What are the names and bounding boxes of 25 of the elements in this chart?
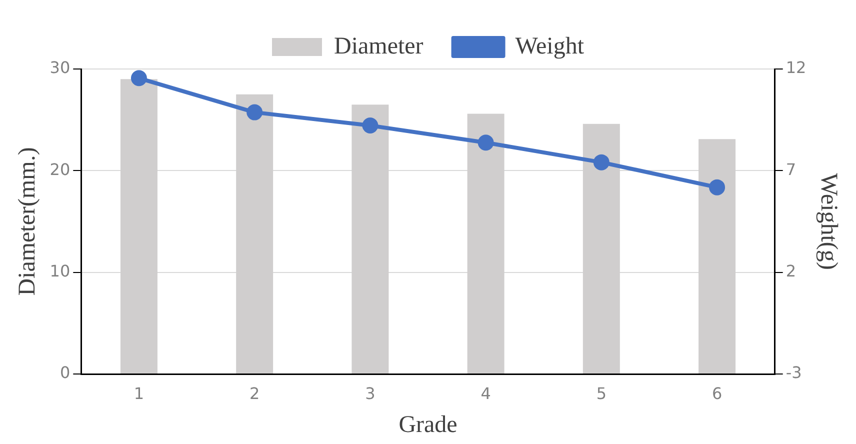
x-tick-label: 3	[365, 384, 376, 403]
point	[130, 70, 147, 86]
y2-tick-label: 12	[786, 58, 806, 78]
x-tick-label: 5	[596, 384, 607, 403]
y-tick-label: 30	[50, 58, 70, 78]
x-tick-label: 4	[480, 384, 491, 403]
point	[246, 104, 263, 120]
y2-tick-label: 2	[786, 261, 796, 280]
y-tick-label: 0	[60, 363, 70, 382]
legend-label: Weight	[515, 33, 584, 60]
x-tick-label: 2	[249, 384, 260, 403]
y2-tick-label: -3	[786, 363, 802, 382]
y-tick-label: 20	[50, 160, 70, 179]
point	[593, 154, 610, 170]
y-tick-label: 10	[50, 261, 70, 280]
y2-tick-label: 7	[786, 160, 796, 179]
point	[362, 118, 378, 134]
y-axis-title: Diameter(mm.)	[14, 147, 41, 296]
legend-label: Diameter	[334, 33, 424, 60]
x-axis-title: Grade	[398, 412, 458, 438]
x-tick-label: 6	[712, 384, 722, 403]
point	[478, 134, 494, 151]
y2-axis-title: Weight(g)	[815, 173, 842, 270]
point	[709, 179, 726, 196]
x-tick-label: 1	[134, 384, 144, 403]
